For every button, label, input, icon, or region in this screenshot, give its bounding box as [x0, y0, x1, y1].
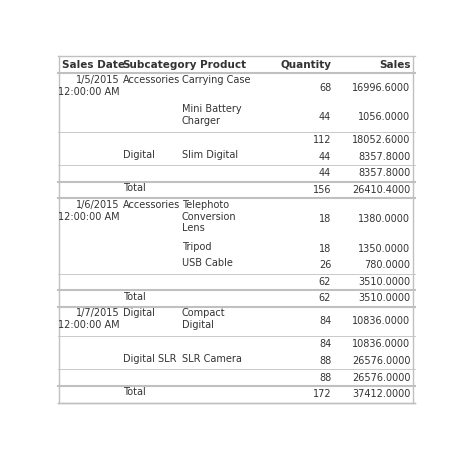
Text: 8357.8000: 8357.8000	[358, 168, 410, 178]
Text: Sales: Sales	[379, 60, 410, 70]
Text: 44: 44	[319, 168, 331, 178]
Text: 62: 62	[319, 293, 331, 303]
Text: 88: 88	[319, 373, 331, 383]
Text: 1/6/2015
12:00:00 AM: 1/6/2015 12:00:00 AM	[58, 200, 119, 222]
Text: 26410.4000: 26410.4000	[352, 185, 410, 195]
Text: 44: 44	[319, 152, 331, 162]
Text: 26576.0000: 26576.0000	[352, 373, 410, 383]
Text: Product: Product	[201, 60, 247, 70]
Text: 1350.0000: 1350.0000	[358, 244, 410, 254]
Text: Subcategory: Subcategory	[123, 60, 197, 70]
Text: 88: 88	[319, 356, 331, 366]
Text: 84: 84	[319, 316, 331, 326]
Text: 8357.8000: 8357.8000	[358, 152, 410, 162]
Text: 37412.0000: 37412.0000	[352, 389, 410, 399]
Text: Tripod: Tripod	[182, 242, 211, 252]
Text: 18052.6000: 18052.6000	[352, 135, 410, 145]
Text: 18: 18	[319, 244, 331, 254]
Text: Total: Total	[123, 387, 146, 397]
Text: 44: 44	[319, 112, 331, 122]
Text: Total: Total	[123, 292, 146, 302]
Text: Accessories: Accessories	[123, 75, 180, 85]
Text: 780.0000: 780.0000	[364, 260, 410, 270]
Text: USB Cable: USB Cable	[182, 258, 232, 268]
Text: 68: 68	[319, 83, 331, 93]
Text: 84: 84	[319, 340, 331, 350]
Text: 3510.0000: 3510.0000	[358, 277, 410, 287]
Text: 172: 172	[313, 389, 331, 399]
Text: 62: 62	[319, 277, 331, 287]
Text: 3510.0000: 3510.0000	[358, 293, 410, 303]
Text: Accessories: Accessories	[123, 200, 180, 210]
Text: Digital: Digital	[123, 308, 154, 318]
Text: 10836.0000: 10836.0000	[352, 316, 410, 326]
Text: 112: 112	[313, 135, 331, 145]
Text: Mini Battery
Charger: Mini Battery Charger	[182, 104, 241, 126]
Text: Total: Total	[123, 183, 146, 193]
Text: 16996.6000: 16996.6000	[352, 83, 410, 93]
Text: 1056.0000: 1056.0000	[358, 112, 410, 122]
Text: 26: 26	[319, 260, 331, 270]
Text: 1/5/2015
12:00:00 AM: 1/5/2015 12:00:00 AM	[58, 75, 119, 97]
Text: Compact
Digital: Compact Digital	[182, 308, 225, 330]
Text: Telephoto
Conversion
Lens: Telephoto Conversion Lens	[182, 200, 236, 233]
Text: 1/7/2015
12:00:00 AM: 1/7/2015 12:00:00 AM	[58, 308, 119, 330]
Text: 1380.0000: 1380.0000	[358, 214, 410, 224]
Text: Slim Digital: Slim Digital	[182, 150, 238, 160]
Text: SLR Camera: SLR Camera	[182, 354, 242, 364]
Text: 26576.0000: 26576.0000	[352, 356, 410, 366]
Text: Sales Date: Sales Date	[62, 60, 125, 70]
Text: Quantity: Quantity	[280, 60, 331, 70]
Text: 10836.0000: 10836.0000	[352, 340, 410, 350]
Text: 156: 156	[313, 185, 331, 195]
Text: 18: 18	[319, 214, 331, 224]
Text: Carrying Case: Carrying Case	[182, 75, 250, 85]
Text: Digital: Digital	[123, 150, 154, 160]
Text: Digital SLR: Digital SLR	[123, 354, 176, 364]
